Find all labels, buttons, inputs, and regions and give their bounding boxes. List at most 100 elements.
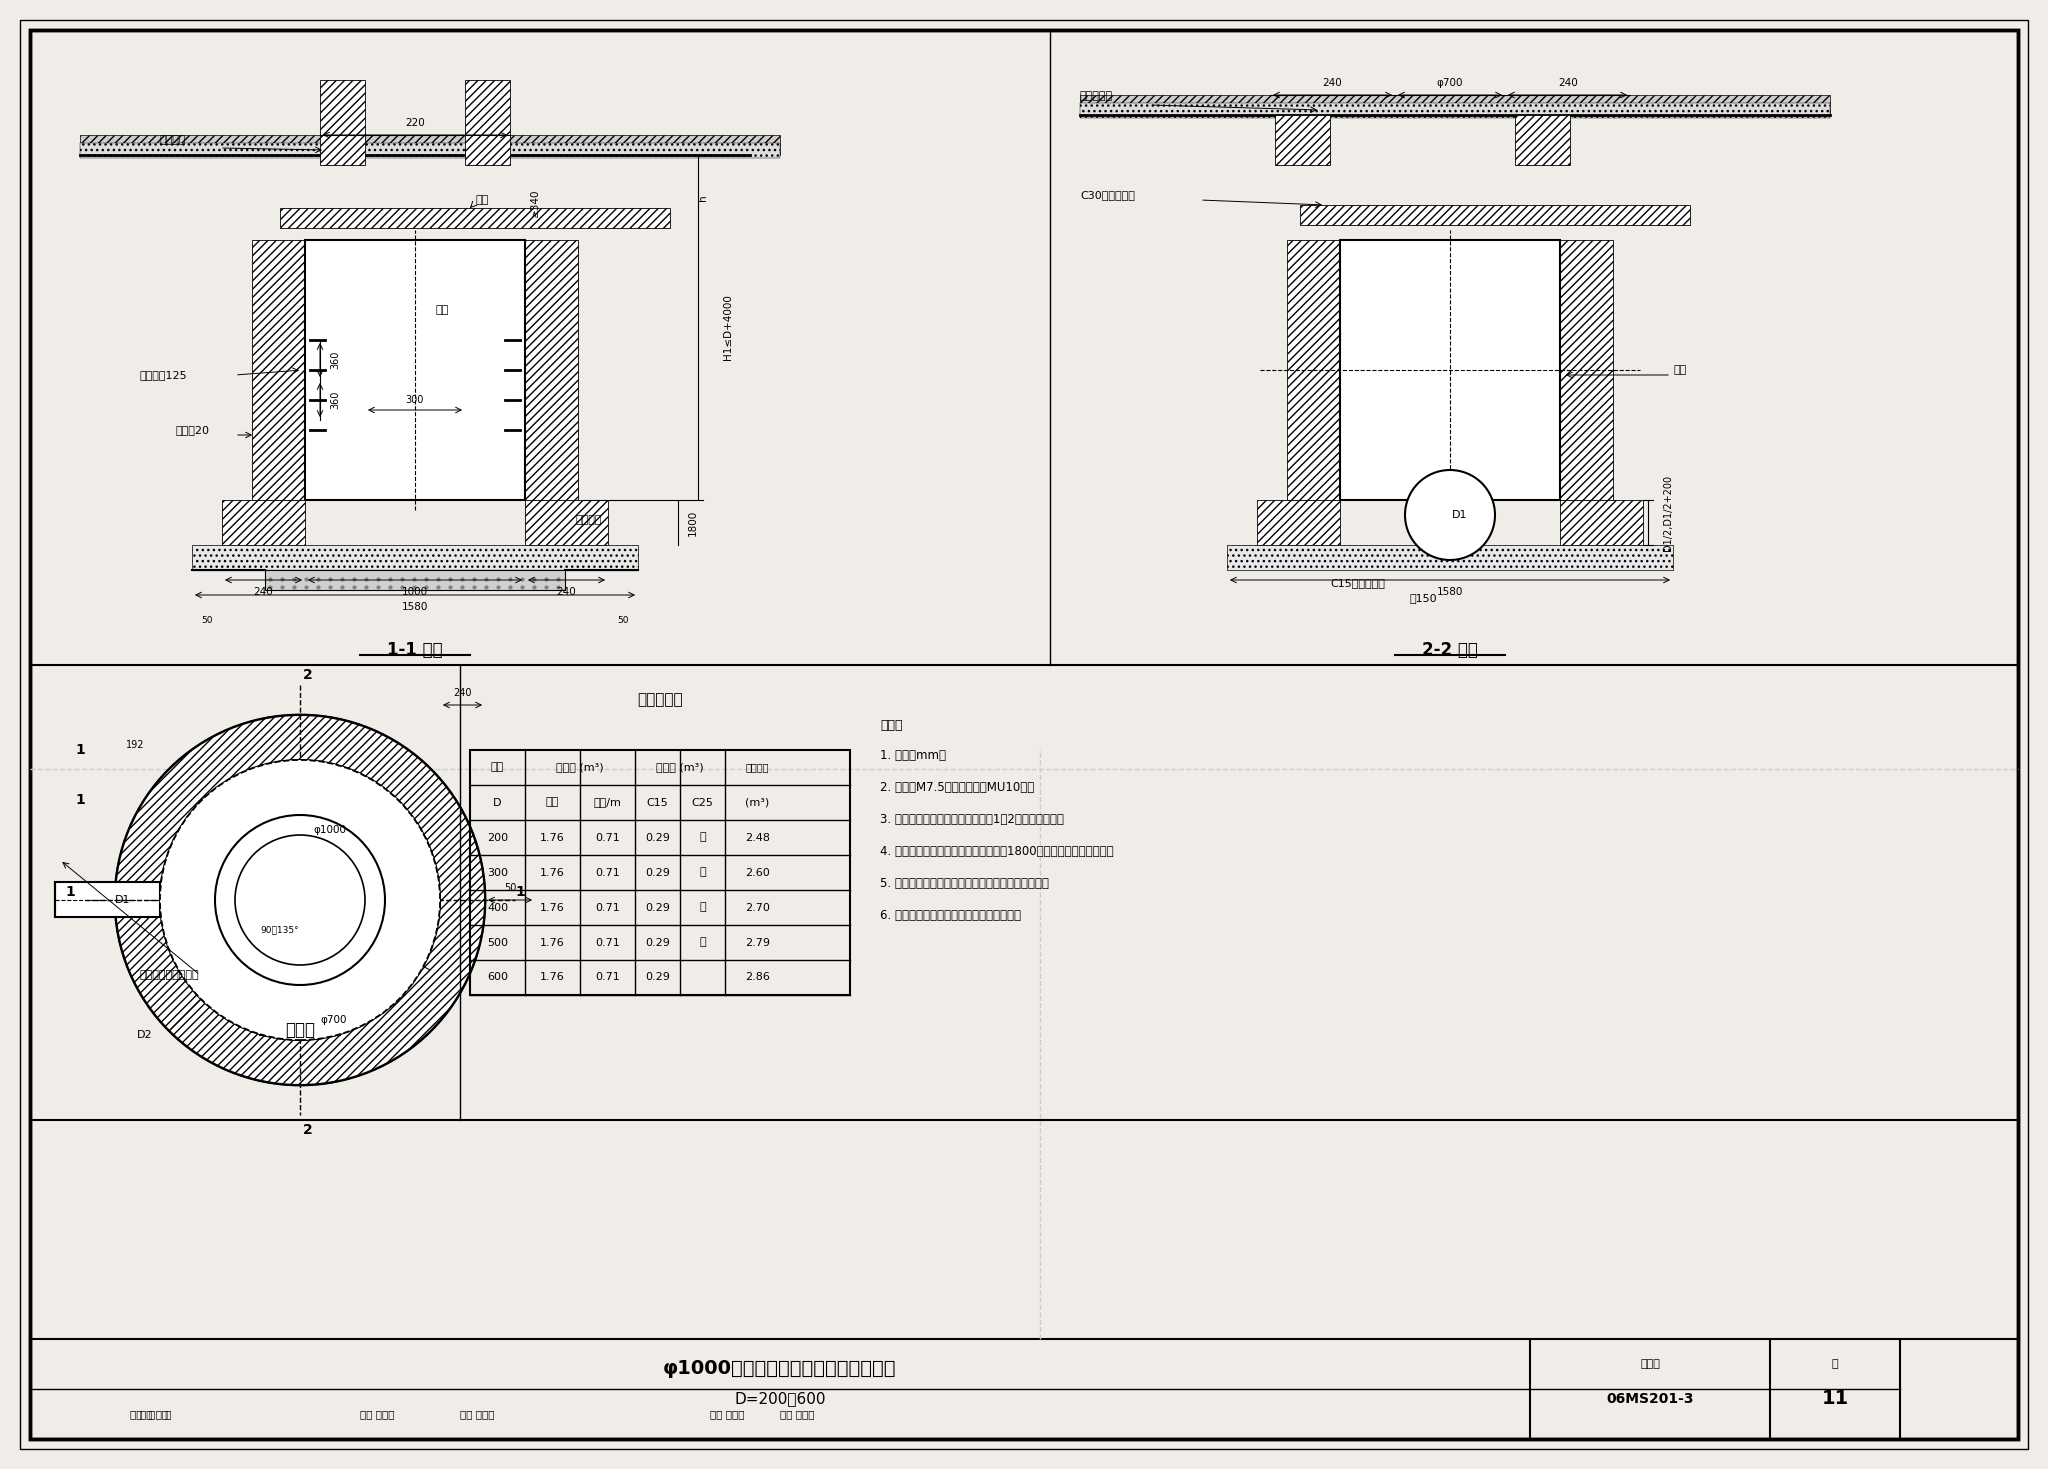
Text: 200: 200 (487, 833, 508, 843)
Text: D1: D1 (1452, 510, 1468, 520)
Bar (55, 881, 160, 917)
Bar (1286, 239, 1339, 499)
Circle shape (215, 815, 385, 986)
Text: 平面图: 平面图 (285, 1021, 315, 1039)
Text: 说明：: 说明： (881, 718, 903, 732)
Text: 2-2 剪面: 2-2 剪面 (1421, 640, 1479, 660)
Text: 0.71: 0.71 (596, 902, 621, 912)
Text: 400: 400 (487, 902, 508, 912)
Text: (m³): (m³) (745, 798, 770, 808)
Text: 见: 见 (698, 833, 707, 843)
Text: 2.86: 2.86 (745, 972, 770, 983)
Text: 6. 顶平接入支管见圆形排水检查井尺寸表。: 6. 顶平接入支管见圆形排水检查井尺寸表。 (881, 908, 1022, 921)
Text: 2.60: 2.60 (745, 868, 770, 877)
Bar (264, 570, 565, 591)
Text: 审核  郑  钧: 审核 郑 钧 (129, 1409, 168, 1419)
Text: 砂浆排水: 砂浆排水 (745, 762, 770, 773)
Bar (524, 239, 578, 499)
Text: 0.29: 0.29 (645, 833, 670, 843)
Text: 0.71: 0.71 (596, 972, 621, 983)
Text: 混凝土 (m³): 混凝土 (m³) (655, 762, 705, 773)
Text: D1: D1 (115, 895, 129, 905)
Text: 1000: 1000 (401, 588, 428, 596)
Text: D=200～600: D=200～600 (735, 1391, 825, 1406)
Circle shape (1405, 470, 1495, 560)
Text: 井筒/m: 井筒/m (594, 798, 621, 808)
Circle shape (160, 759, 440, 1040)
Text: 井筒: 井筒 (475, 195, 487, 206)
Text: 2.70: 2.70 (745, 902, 770, 912)
Text: 2. 井墙用M7.5，水泵砂浆砖MU10砖。: 2. 井墙用M7.5，水泵砂浆砖MU10砖。 (881, 780, 1034, 793)
Text: 50: 50 (201, 616, 213, 624)
Text: 井盖及支座: 井盖及支座 (1079, 91, 1114, 101)
Text: 4. 井室高度自井底至盖板底冻高一般为1800，墓洲不足时适当减少。: 4. 井室高度自井底至盖板底冻高一般为1800，墓洲不足时适当减少。 (881, 845, 1114, 858)
Text: 500: 500 (487, 937, 508, 948)
Text: 0.71: 0.71 (596, 868, 621, 877)
Text: 工程数量表: 工程数量表 (637, 692, 682, 708)
Bar (281, 209, 670, 228)
Text: 1: 1 (66, 884, 76, 899)
Bar (1561, 499, 1642, 545)
Text: 240: 240 (453, 687, 471, 698)
Text: D1/2,D1/2+200: D1/2,D1/2+200 (1663, 474, 1673, 551)
Text: 360: 360 (330, 351, 340, 369)
Text: 50: 50 (616, 616, 629, 624)
Wedge shape (115, 715, 485, 1086)
Bar (252, 239, 305, 499)
Bar (80, 142, 780, 159)
Bar (465, 79, 510, 165)
Bar (1079, 103, 1831, 118)
Bar (305, 239, 524, 499)
Text: 0.29: 0.29 (645, 937, 670, 948)
Text: 240: 240 (254, 588, 272, 596)
Text: 1: 1 (76, 743, 84, 757)
Text: 1580: 1580 (401, 602, 428, 613)
Circle shape (115, 715, 485, 1086)
Text: D2: D2 (137, 1030, 154, 1040)
Text: 3. 抖面、勾缝、座浆、抖三角均用1：2防水水泵砂浆。: 3. 抖面、勾缝、座浆、抖三角均用1：2防水水泵砂浆。 (881, 812, 1063, 826)
Text: 1.76: 1.76 (541, 972, 565, 983)
Text: 5. 接入支管超据部分用级配砂石、混凝土或砖啶实。: 5. 接入支管超据部分用级配砂石、混凝土或砖啶实。 (881, 877, 1049, 890)
Text: 审核 郑 钧: 审核 郑 钧 (139, 1409, 172, 1419)
Bar (1300, 206, 1690, 225)
Bar (80, 135, 780, 156)
Text: 240: 240 (557, 588, 575, 596)
Bar (193, 545, 639, 570)
Text: 校对 温丽辉: 校对 温丽辉 (360, 1409, 395, 1419)
Text: 1-1 剪面: 1-1 剪面 (387, 640, 442, 660)
Text: 板: 板 (698, 902, 707, 912)
Bar (524, 499, 608, 545)
Text: 砖砌体 (m³): 砖砌体 (m³) (557, 762, 604, 773)
Text: 06MS201-3: 06MS201-3 (1606, 1393, 1694, 1406)
Bar (1276, 115, 1329, 165)
Bar (1561, 239, 1614, 499)
Text: 240: 240 (1559, 78, 1577, 88)
Text: 1580: 1580 (1438, 588, 1462, 596)
Text: φ1000圆形砖砂雨水检查井（盖板式）: φ1000圆形砖砂雨水检查井（盖板式） (664, 1359, 897, 1378)
Text: C15: C15 (647, 798, 668, 808)
Text: 井室: 井室 (547, 798, 559, 808)
Text: 90～135°: 90～135° (260, 925, 299, 934)
Text: 0.71: 0.71 (596, 937, 621, 948)
Text: 0.71: 0.71 (596, 833, 621, 843)
Text: 1: 1 (516, 884, 524, 899)
Text: φ1000: φ1000 (313, 826, 346, 834)
Text: 600: 600 (487, 972, 508, 983)
Text: 设计 孟宪东: 设计 孟宪东 (711, 1409, 745, 1419)
Text: 1.76: 1.76 (541, 902, 565, 912)
Bar (31, 1340, 2017, 1440)
Bar (1339, 239, 1561, 499)
Text: C30混凝土井圈: C30混凝土井圈 (1079, 190, 1135, 200)
Text: 300: 300 (487, 868, 508, 877)
Text: 192: 192 (125, 740, 143, 751)
Text: 设计 孟宪东: 设计 孟宪东 (780, 1409, 815, 1419)
Text: C15混凝土井基: C15混凝土井基 (1329, 577, 1384, 588)
Text: C25: C25 (692, 798, 713, 808)
Bar (1516, 115, 1571, 165)
Text: 0.29: 0.29 (645, 902, 670, 912)
Text: D: D (494, 798, 502, 808)
Text: 2: 2 (303, 668, 313, 682)
Text: 顶平接入支管见说明: 顶平接入支管见说明 (139, 970, 199, 980)
Text: 1: 1 (76, 793, 84, 806)
Text: 1.76: 1.76 (541, 833, 565, 843)
